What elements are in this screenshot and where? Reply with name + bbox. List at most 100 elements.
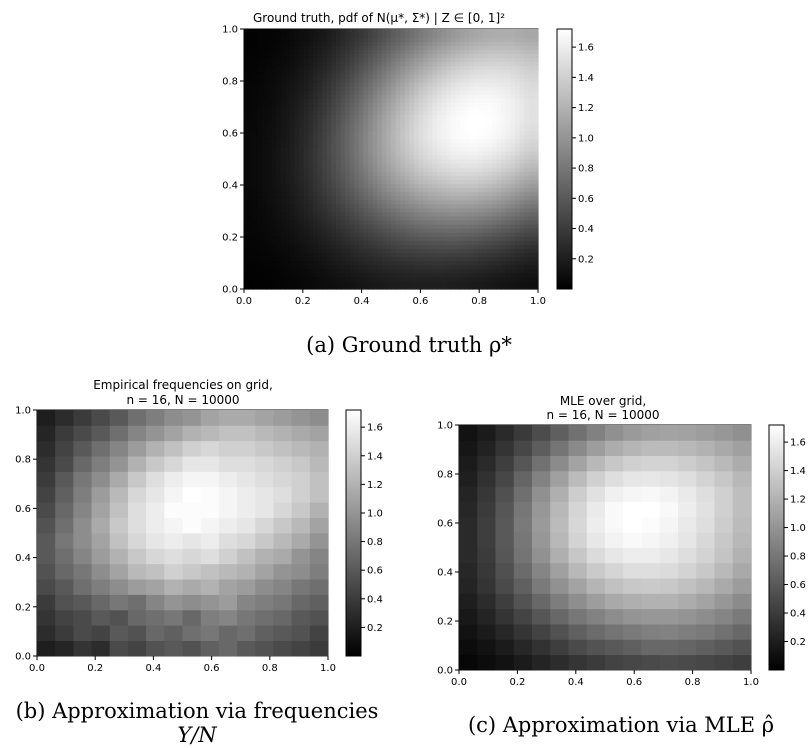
heatmap-cell — [255, 533, 274, 549]
heatmap-cell — [280, 183, 286, 189]
heatmap-cell — [478, 154, 484, 160]
heatmap-cell — [266, 244, 273, 249]
heatmap-cell — [368, 33, 374, 38]
heatmap-cell — [482, 187, 489, 193]
heatmap-cell — [501, 150, 507, 156]
heatmap-cell — [312, 183, 319, 189]
heatmap-cell — [501, 154, 507, 160]
heatmap-cell — [248, 195, 254, 201]
heatmap-cell — [37, 533, 56, 549]
heatmap-cell — [299, 228, 305, 233]
heatmap-cell — [372, 69, 378, 75]
heatmap-cell — [363, 53, 369, 59]
heatmap-cell — [478, 175, 484, 180]
heatmap-cell — [482, 207, 489, 213]
heatmap-cell — [446, 228, 452, 233]
heatmap-cell — [200, 640, 220, 657]
heatmap-cell — [253, 126, 259, 132]
heatmap-cell — [450, 228, 456, 233]
heatmap-cell — [109, 563, 129, 580]
heatmap-cell — [312, 146, 319, 152]
heatmap-cell — [524, 61, 530, 67]
heatmap-cell — [200, 486, 220, 503]
heatmap-cell — [478, 85, 484, 91]
heatmap-cell — [413, 187, 420, 193]
heatmap-cell — [501, 191, 507, 197]
heatmap-cell — [262, 37, 268, 42]
heatmap-cell — [391, 98, 397, 103]
heatmap-cell — [505, 85, 512, 91]
heatmap-cell — [308, 138, 314, 144]
heatmap-cell — [413, 150, 420, 156]
heatmap-cell — [464, 138, 470, 144]
heatmap-cell — [340, 37, 346, 42]
heatmap-cell — [253, 85, 259, 91]
heatmap-cell — [418, 106, 424, 111]
heatmap-cell — [312, 134, 319, 140]
heatmap-cell — [432, 118, 438, 124]
heatmap-cell — [386, 183, 392, 189]
heatmap-cell — [262, 232, 268, 237]
heatmap-cell — [441, 150, 447, 156]
heatmap-cell — [400, 118, 406, 124]
heatmap-cell — [363, 57, 369, 63]
heatmap-cell — [441, 268, 447, 274]
heatmap-cell — [322, 45, 328, 50]
heatmap-cell — [678, 470, 697, 487]
heatmap-cell — [349, 207, 355, 213]
heatmap-cell — [391, 110, 397, 115]
heatmap-cell — [427, 215, 433, 221]
heatmap-cell — [432, 268, 438, 274]
heatmap-cell — [524, 106, 530, 111]
heatmap-cell — [358, 118, 365, 124]
heatmap-cell — [326, 167, 332, 172]
heatmap-cell — [331, 134, 337, 140]
heatmap-cell — [372, 203, 378, 209]
heatmap-cell — [372, 106, 378, 111]
heatmap-cell — [322, 53, 328, 59]
colorbar-tick-label: 1.2 — [790, 495, 806, 506]
heatmap-cell — [303, 45, 309, 50]
heatmap-cell — [368, 110, 374, 115]
heatmap-cell — [515, 142, 521, 148]
heatmap-cell — [455, 207, 461, 213]
heatmap-cell — [303, 179, 309, 184]
heatmap-cell — [505, 154, 512, 160]
heatmap-cell — [340, 41, 346, 46]
heatmap-cell — [308, 89, 314, 95]
heatmap-cell — [473, 240, 479, 245]
heatmap-cell — [714, 654, 734, 671]
heatmap-cell — [496, 207, 502, 213]
heatmap-cell — [312, 171, 319, 176]
heatmap-cell — [253, 118, 259, 124]
heatmap-cell — [285, 130, 291, 136]
heatmap-cell — [515, 179, 521, 184]
heatmap-cell — [473, 37, 479, 42]
heatmap-cell — [436, 37, 443, 42]
heatmap-cell — [331, 81, 337, 87]
heatmap-cell — [469, 232, 475, 237]
heatmap-cell — [395, 134, 401, 140]
heatmap-cell — [285, 171, 291, 176]
heatmap-cell — [524, 236, 530, 241]
heatmap-cell — [381, 159, 387, 164]
heatmap-cell — [285, 183, 291, 189]
heatmap-cell — [469, 142, 475, 148]
heatmap-cell — [266, 183, 273, 189]
heatmap-cell — [312, 159, 319, 164]
heatmap-cell — [248, 264, 254, 270]
heatmap-cell — [377, 163, 383, 168]
heatmap-cell — [335, 33, 342, 38]
heatmap-cell — [436, 126, 443, 132]
heatmap-cell — [455, 203, 461, 209]
heatmap-cell — [418, 114, 424, 119]
heatmap-cell — [404, 57, 410, 63]
heatmap-cell — [262, 106, 268, 111]
heatmap-cell — [505, 159, 512, 164]
heatmap-cell — [266, 110, 273, 115]
heatmap-cell — [262, 159, 268, 164]
heatmap-cell — [404, 167, 410, 172]
heatmap-cell — [696, 547, 715, 564]
heatmap-cell — [478, 102, 484, 107]
heatmap-cell — [358, 65, 365, 71]
